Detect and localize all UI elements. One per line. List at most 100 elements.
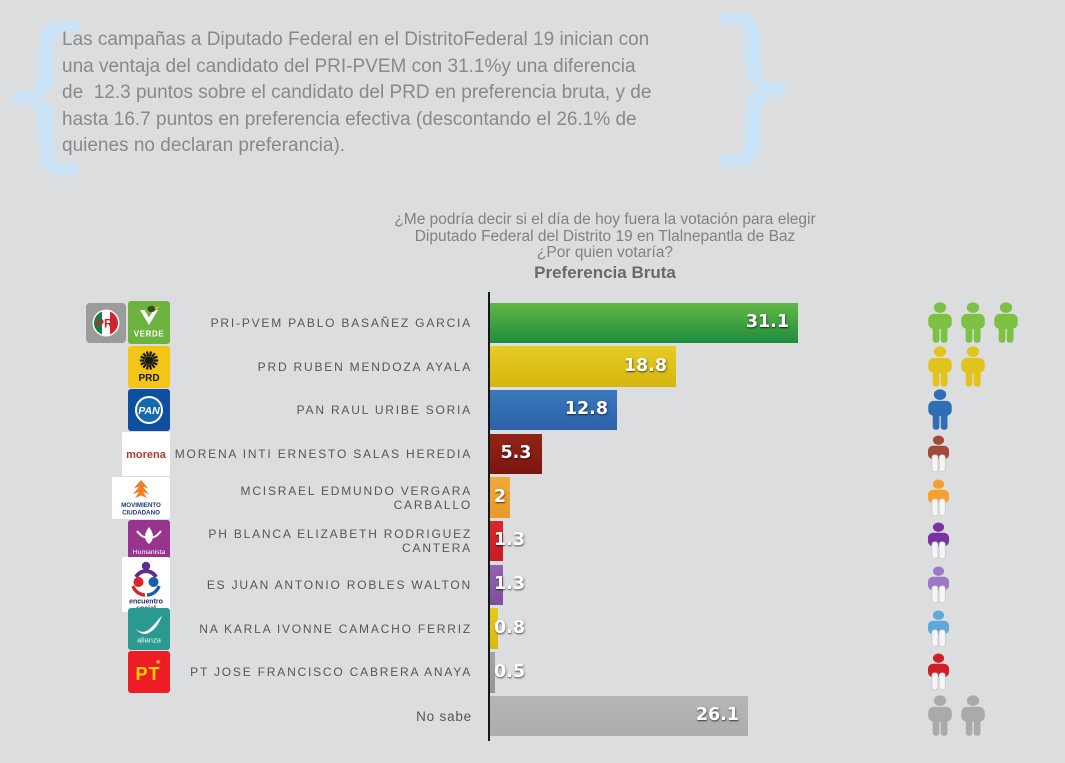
party-logo-cell: encuentro social (0, 557, 170, 613)
chart-row: PT ★ PT JOSE FRANCISCO CABRERA ANAYA 0.5 (0, 651, 1065, 695)
person-icons (925, 519, 952, 563)
svg-text:PRD: PRD (138, 373, 159, 384)
svg-text:PT: PT (135, 664, 160, 684)
value-label: 26.1 (695, 705, 739, 726)
svg-text:★: ★ (155, 658, 161, 666)
person-icon (928, 695, 952, 736)
bar (490, 346, 676, 387)
intro-text-line: Las campañas a Diputado Federal en el Di… (62, 29, 650, 50)
person-icon (927, 479, 950, 516)
chart-row: alianza NA KARLA IVONNE CAMACHO FERRIZ 0.… (0, 607, 1065, 651)
svg-text:PAN: PAN (138, 405, 160, 417)
chart-row: PAN PAN RAUL URIBE SORIA 12.8 (0, 388, 1065, 432)
intro-text-line: hasta 16.7 puntos en preferencia efectiv… (62, 108, 637, 130)
candidate-label: MORENA INTI ERNESTO SALAS HEREDIA (174, 446, 472, 461)
svg-text:PRI: PRI (96, 316, 116, 330)
value-label: 12.8 (564, 399, 608, 420)
intro-text-line: quienes no declaran preferancia). (62, 135, 346, 156)
axis-line (488, 292, 490, 741)
intro-text: Las campañas a Diputado Federal en el Di… (62, 27, 727, 160)
bar-track: 5.3 (482, 432, 902, 476)
candidate-label: No sabe (416, 708, 472, 724)
bar (490, 389, 617, 431)
chart-header: ¿Me podría decir si el día de hoy fuera … (320, 211, 890, 282)
intro-text-line: de 12.3 puntos sobre el candidato del PR… (62, 82, 652, 103)
pvem-verde-logo-icon: VERDE (128, 301, 170, 345)
pt-logo-icon: PT ★ (128, 651, 170, 694)
nueva-alianza-logo-icon: alianza (128, 607, 170, 650)
movimiento-ciudadano-logo-icon: MOVIMIENTO CIUDADANO (112, 476, 170, 519)
party-logo-cell: MOVIMIENTO CIUDADANO (0, 476, 170, 519)
chart-subtitle: Preferencia Bruta (534, 262, 676, 282)
chart-title-line: ¿Por quien votaría? (536, 244, 674, 261)
chart-title-line: Diputado Federal del Distrito 19 en Tlal… (414, 227, 796, 245)
person-icons (925, 563, 952, 607)
candidate-label: PH BLANCA ELIZABETH RODRIGUEZ CANTERA (208, 527, 472, 556)
bar (490, 433, 542, 475)
party-logo-cell: morena (0, 431, 170, 476)
value-label: 0.5 (494, 661, 526, 682)
humanista-logo-icon: Humanista (128, 520, 170, 563)
person-icon (994, 302, 1018, 343)
bar-track: 0.5 (482, 651, 902, 695)
bar-track: 1.3 (482, 563, 902, 607)
candidate-label: PAN RAUL URIBE SORIA (296, 403, 472, 418)
chart-row: PRD PRD RUBEN MENDOZA AYALA 18.8 (0, 345, 1065, 389)
party-logo-cell: alianza (0, 607, 170, 650)
person-icon (928, 345, 952, 387)
chart-title-line: ¿Me podría decir si el día de hoy fuera … (394, 211, 816, 228)
bar-track: 12.8 (482, 388, 902, 432)
chart-title: ¿Me podría decir si el día de hoy fuera … (320, 211, 890, 262)
chart-row: No sabe 26.1 (0, 694, 1065, 738)
person-icon (928, 302, 952, 343)
person-icons (925, 694, 988, 738)
value-label: 1.3 (494, 530, 526, 551)
bar-track: 1.3 (482, 519, 902, 563)
bar (490, 477, 510, 518)
svg-text:encuentro: encuentro (129, 599, 163, 606)
party-logo-cell: PAN (0, 389, 170, 432)
person-icon (927, 435, 950, 472)
svg-text:MOVIMIENTO: MOVIMIENTO (121, 502, 161, 509)
party-logo-cell: PT ★ (0, 651, 170, 694)
person-icons (925, 345, 988, 389)
person-icons (925, 388, 955, 432)
person-icon (928, 389, 952, 430)
person-icons (925, 432, 952, 476)
person-icon (927, 610, 950, 647)
person-icon (927, 566, 950, 604)
bar-chart: PRI VERDE PRI-PVEM PABLO BASAÑEZ GARCIA 3… (0, 301, 1065, 738)
encuentro-social-logo-icon: encuentro social (122, 557, 170, 613)
chart-row: PRI VERDE PRI-PVEM PABLO BASAÑEZ GARCIA 3… (0, 301, 1065, 345)
bar (490, 695, 748, 737)
person-icon (927, 653, 950, 691)
chart-row: Humanista PH BLANCA ELIZABETH RODRIGUEZ … (0, 519, 1065, 563)
bar-track: 31.1 (482, 301, 902, 345)
candidate-label: ES JUAN ANTONIO ROBLES WALTON (206, 577, 472, 592)
bar (490, 564, 503, 606)
person-icons (925, 476, 952, 520)
person-icons (925, 301, 1021, 345)
value-label: 2 (493, 486, 507, 507)
value-label: 31.1 (745, 312, 789, 332)
candidate-label: NA KARLA IVONNE CAMACHO FERRIZ (199, 621, 472, 636)
bar-track: 18.8 (482, 345, 902, 389)
svg-text:VERDE: VERDE (134, 330, 165, 339)
bar-track: 2 (482, 476, 902, 520)
candidate-label: PRI-PVEM PABLO BASAÑEZ GARCIA (210, 315, 472, 330)
intro-text-line: una ventaja del candidato del PRI-PVEM c… (62, 55, 636, 77)
svg-text:Humanista: Humanista (133, 549, 166, 556)
svg-text:alianza: alianza (137, 635, 162, 644)
party-logo-cell: PRD (0, 345, 170, 388)
svg-text:CIUDADANO: CIUDADANO (122, 509, 160, 516)
chart-row: encuentro social ES JUAN ANTONIO ROBLES … (0, 557, 1065, 613)
candidate-label: PT JOSE FRANCISCO CABRERA ANAYA (190, 665, 472, 680)
person-icon (961, 695, 985, 736)
left-brace-decoration: { (0, 0, 99, 188)
person-icon (961, 345, 985, 387)
person-icon (927, 522, 950, 560)
bar-track: 26.1 (482, 694, 902, 738)
party-logo-cell: Humanista (0, 520, 170, 563)
value-label: 0.8 (494, 617, 526, 638)
pan-logo-icon: PAN (128, 389, 170, 432)
